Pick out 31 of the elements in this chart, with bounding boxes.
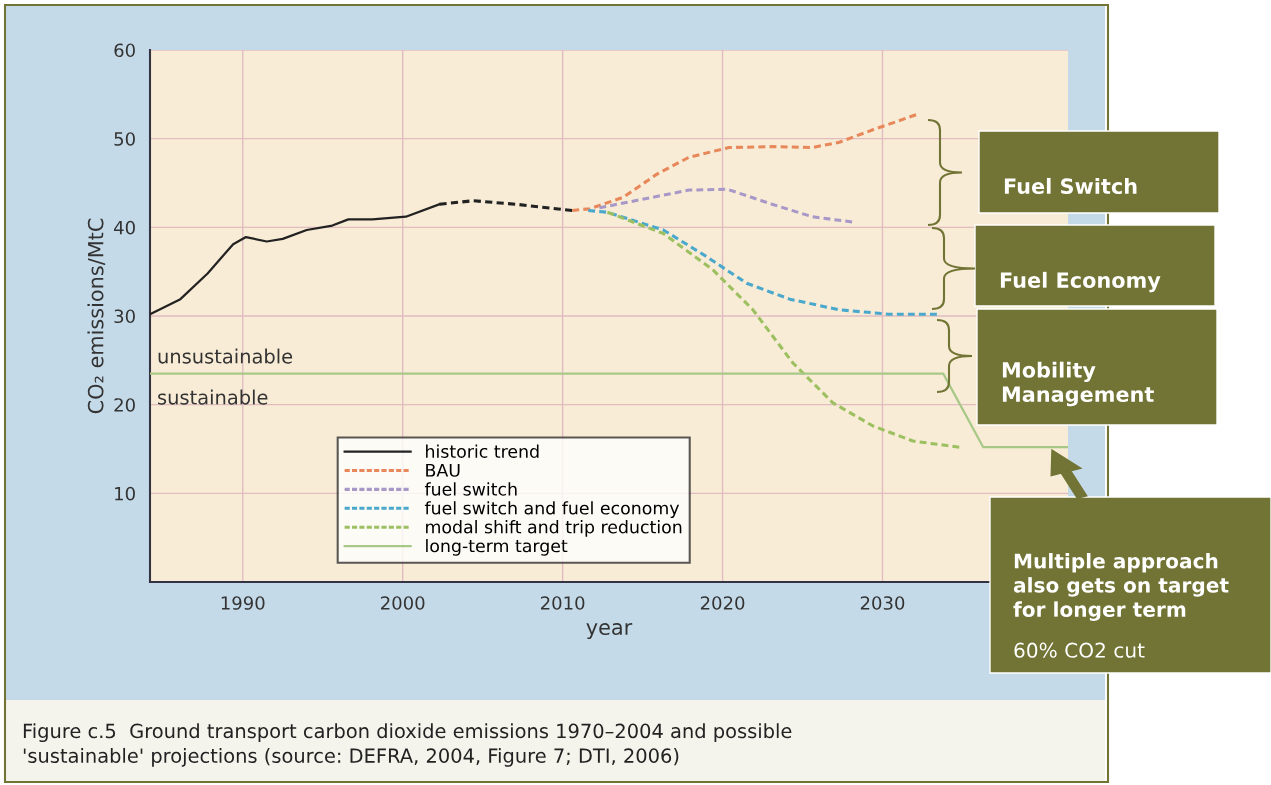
y-axis-title: CO₂ emissions/MtC [87, 218, 106, 414]
legend-label: BAU [426, 463, 460, 477]
text: 60% CO2 cut [1014, 642, 1145, 658]
annotation: Multiple approach also gets on target for longer term [1013, 553, 1229, 621]
y-tick-label: 60 [114, 43, 135, 58]
annotation: Fuel Switch [1004, 177, 1137, 195]
annotation: sustainable [158, 389, 268, 405]
x-tick-label: 2020 [700, 596, 745, 610]
line-series [586, 208, 939, 316]
legend-label: fuel switch and fuel economy [424, 501, 680, 518]
annotation: Fuel Economy [1000, 271, 1161, 293]
x-tick-label: 2030 [860, 596, 905, 610]
line-series [570, 113, 918, 213]
text: Figure c.5 Ground transport carbon dioxide emissions 1970–2004 and possible 'sustainable' projections (source: DEFRA, 2004, Figure 7; DTI, 2006) [23, 723, 792, 767]
annotation: Mobility Management [1002, 361, 1154, 407]
annotation: unsustainable [158, 348, 293, 364]
y-tick-label: 40 [114, 220, 135, 235]
x-axis-title: year [586, 623, 633, 640]
legend-label: modal shift and trip reduction [426, 520, 682, 537]
y-tick-label: 30 [114, 309, 135, 324]
legend-label: long-term target [426, 538, 568, 556]
y-tick-label: 50 [114, 132, 135, 146]
x-tick-label: 2010 [540, 596, 585, 610]
x-tick-label: 2000 [381, 596, 425, 610]
legend-label: historic trend [426, 444, 539, 458]
x-tick-label: 1990 [221, 596, 265, 610]
y-tick-label: 20 [114, 398, 135, 412]
legend-label: fuel switch [424, 482, 517, 496]
line-series [597, 187, 854, 224]
line-series [605, 210, 961, 449]
y-tick-label: 10 [115, 486, 135, 501]
